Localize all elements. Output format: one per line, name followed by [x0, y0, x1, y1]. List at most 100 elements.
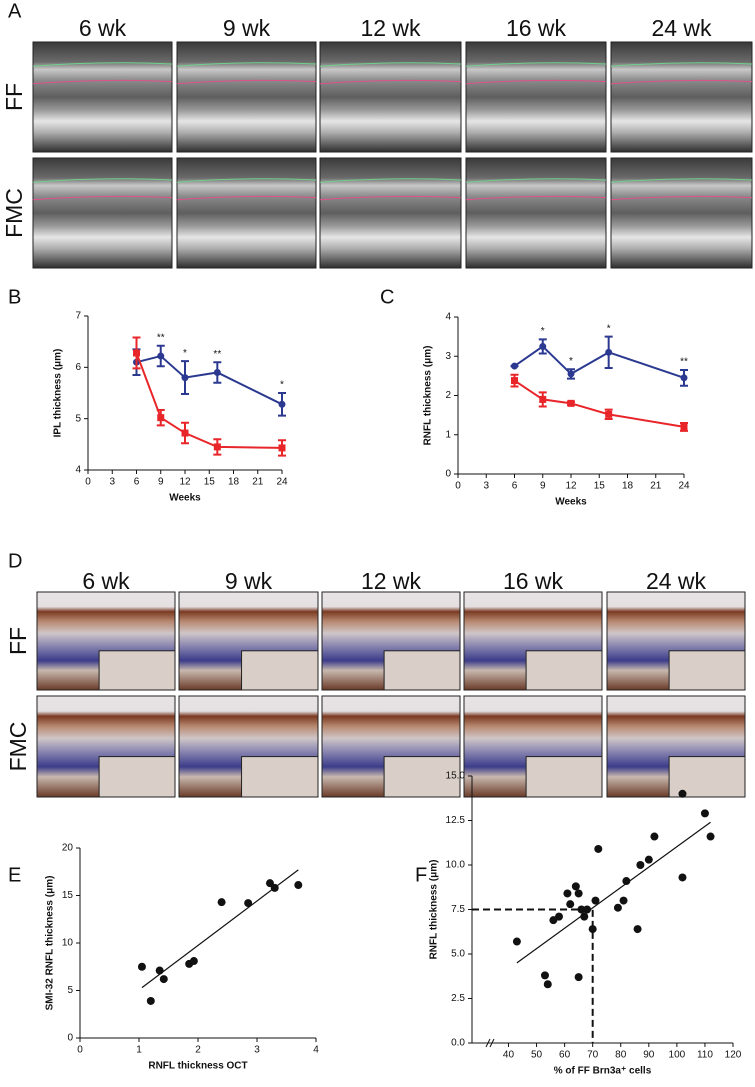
point	[137, 962, 146, 971]
point	[146, 996, 155, 1005]
segmentation-line	[32, 62, 173, 67]
y-tick-label: 5.0	[451, 949, 465, 960]
panel-label: A	[8, 0, 22, 22]
row-label: FMC	[1, 188, 27, 238]
x-tick-label: 9	[540, 481, 546, 492]
x-tick-label: 24	[276, 477, 288, 488]
point	[650, 832, 659, 841]
inset	[241, 650, 319, 691]
segmentation-line	[610, 178, 753, 183]
x-tick-label: 21	[252, 477, 264, 488]
x-tick-label: 9	[158, 477, 164, 488]
axis-break	[485, 1038, 491, 1048]
y-tick-label: 5	[75, 413, 81, 424]
point	[588, 925, 597, 934]
x-tick-label: 110	[697, 1050, 713, 1061]
x-tick-label: 100	[669, 1050, 686, 1061]
x-tick-label: 60	[559, 1050, 571, 1061]
inset	[383, 650, 461, 691]
point	[678, 789, 687, 798]
marker	[567, 370, 575, 378]
x-tick-label: 3	[109, 477, 115, 488]
micrograph	[176, 157, 317, 269]
x-tick-label: 4	[313, 1045, 319, 1056]
point	[622, 877, 631, 886]
point	[563, 889, 572, 898]
point	[580, 912, 589, 921]
column-label: 24 wk	[646, 568, 707, 594]
y-tick-label: 2.5	[451, 993, 465, 1004]
micrograph	[319, 41, 462, 153]
marker	[539, 395, 547, 403]
y-tick-label: 10	[62, 938, 74, 949]
column-label: 6 wk	[82, 568, 130, 594]
point	[512, 937, 521, 946]
fit-line	[516, 821, 711, 964]
micrograph	[610, 41, 753, 153]
row-label: FF	[1, 83, 27, 111]
marker	[157, 352, 165, 360]
point	[574, 889, 583, 898]
y-tick-label: 0	[67, 1033, 73, 1044]
point	[644, 855, 653, 864]
marker	[278, 400, 286, 408]
point	[574, 973, 583, 982]
y-axis-title: IPL thickness (μm)	[53, 349, 64, 438]
segmentation-line	[32, 178, 173, 183]
micrograph	[32, 41, 173, 153]
x-tick-label: 15	[204, 477, 216, 488]
significance: *	[280, 380, 284, 391]
panel-label: C	[380, 286, 394, 308]
micrograph	[32, 157, 173, 269]
x-tick-label: 0	[85, 477, 91, 488]
inset	[525, 756, 603, 798]
micrograph	[176, 41, 317, 153]
y-axis-title: RNFL thickness (μm)	[423, 346, 434, 446]
point	[540, 971, 549, 980]
panel-label: F	[415, 864, 427, 886]
column-label: 16 wk	[506, 15, 567, 41]
x-tick-label: 6	[134, 477, 140, 488]
marker	[680, 423, 688, 431]
y-tick-label: 4	[75, 465, 81, 476]
point	[217, 898, 226, 907]
marker	[213, 368, 221, 376]
point	[591, 896, 600, 905]
x-axis-title: Weeks	[169, 493, 201, 504]
column-label: 6 wk	[79, 15, 127, 41]
significance: **	[213, 349, 221, 360]
segmentation-line	[32, 79, 173, 85]
column-label: 12 wk	[360, 15, 421, 41]
column-label: 16 wk	[503, 568, 564, 594]
y-axis-title: SMI-32 RNFL thickness (μm)	[45, 876, 56, 1011]
point	[583, 905, 592, 914]
y-tick-label: 7	[75, 311, 81, 322]
fit-line	[141, 869, 299, 989]
x-tick-label: 90	[643, 1050, 655, 1061]
x-tick-label: 70	[587, 1050, 599, 1061]
segmentation-line	[465, 79, 607, 85]
x-tick-label: 50	[531, 1050, 543, 1061]
x-tick-label: 12	[179, 477, 191, 488]
x-axis-title: Weeks	[555, 497, 587, 508]
x-axis-title: % of FF Brn3a⁺ cells	[554, 1066, 652, 1077]
marker	[567, 399, 575, 407]
segmentation-line	[319, 79, 462, 85]
segmentation-line	[610, 79, 753, 85]
marker	[181, 374, 189, 382]
inset	[525, 650, 603, 691]
x-tick-label: 15	[594, 481, 606, 492]
point	[189, 957, 198, 966]
column-label: 9 wk	[225, 568, 273, 594]
segmentation-line	[465, 62, 607, 67]
x-tick-label: 12	[565, 481, 577, 492]
micrograph	[319, 157, 462, 269]
segmentation-line	[319, 195, 462, 201]
point	[566, 900, 575, 909]
segmentation-line	[176, 62, 317, 67]
segmentation-line	[176, 195, 317, 201]
point	[571, 882, 580, 891]
x-tick-label: 2	[195, 1045, 201, 1056]
significance: **	[157, 332, 165, 343]
